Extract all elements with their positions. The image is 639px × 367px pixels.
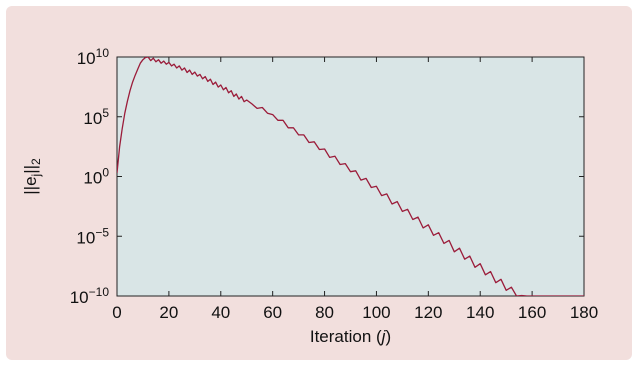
x-tick-label: 80 [315,303,334,322]
y-tick-label: 10−10 [70,285,110,307]
x-tick-label: 40 [211,303,230,322]
series-line [117,57,584,296]
y-tick-label: 10−5 [76,225,109,247]
y-tick-label: 105 [83,106,109,128]
plot-area [116,56,585,297]
x-tick-label: 140 [466,303,494,322]
x-tick-label: 0 [112,303,121,322]
x-tick-label: 120 [414,303,442,322]
x-tick-label: 160 [518,303,546,322]
x-axis-label: Iteration (j) [310,327,391,346]
x-tick-labels: 0 20 40 60 80 100 120 140 160 180 [112,303,598,322]
x-tick-label: 100 [362,303,390,322]
x-tick-label: 20 [159,303,178,322]
axis-ticks [116,56,585,297]
x-tick-label: 60 [263,303,282,322]
y-tick-labels: 1010 105 100 10−5 10−10 [70,46,110,307]
x-tick-label: 180 [570,303,598,322]
y-tick-label: 1010 [77,46,110,68]
y-axis-label: ||ej||2 [21,158,43,195]
y-tick-label: 100 [83,166,109,188]
